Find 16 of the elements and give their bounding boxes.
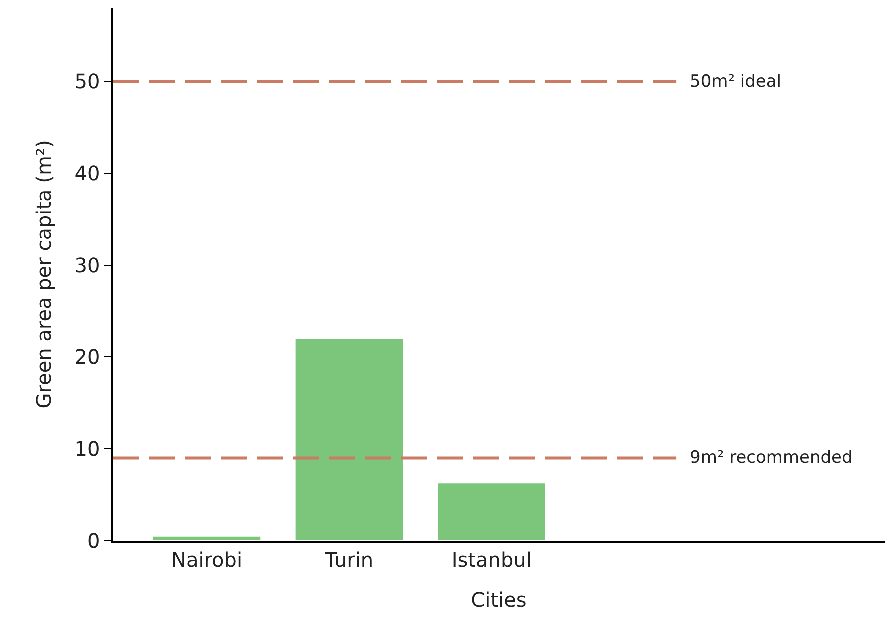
y-tick-label: 20 <box>74 345 100 370</box>
bar <box>152 536 262 541</box>
y-tick-label: 10 <box>74 437 100 462</box>
x-tick-label: Istanbul <box>452 548 532 572</box>
y-tick-label: 40 <box>74 161 100 186</box>
x-tick-label: Nairobi <box>171 548 243 572</box>
y-tick-label: 30 <box>74 253 100 278</box>
y-tick-label: 0 <box>88 529 100 553</box>
x-axis-title: Cities <box>471 588 527 612</box>
y-axis-title: Green area per capita (m²) <box>32 140 56 409</box>
bar <box>294 338 404 541</box>
y-tick-label: 50 <box>74 70 100 94</box>
x-tick-label: Turin <box>324 548 374 572</box>
bar <box>437 482 546 541</box>
ref-line-label: 9m² recommended <box>690 448 853 468</box>
ref-line-label: 50m² ideal <box>690 72 782 92</box>
